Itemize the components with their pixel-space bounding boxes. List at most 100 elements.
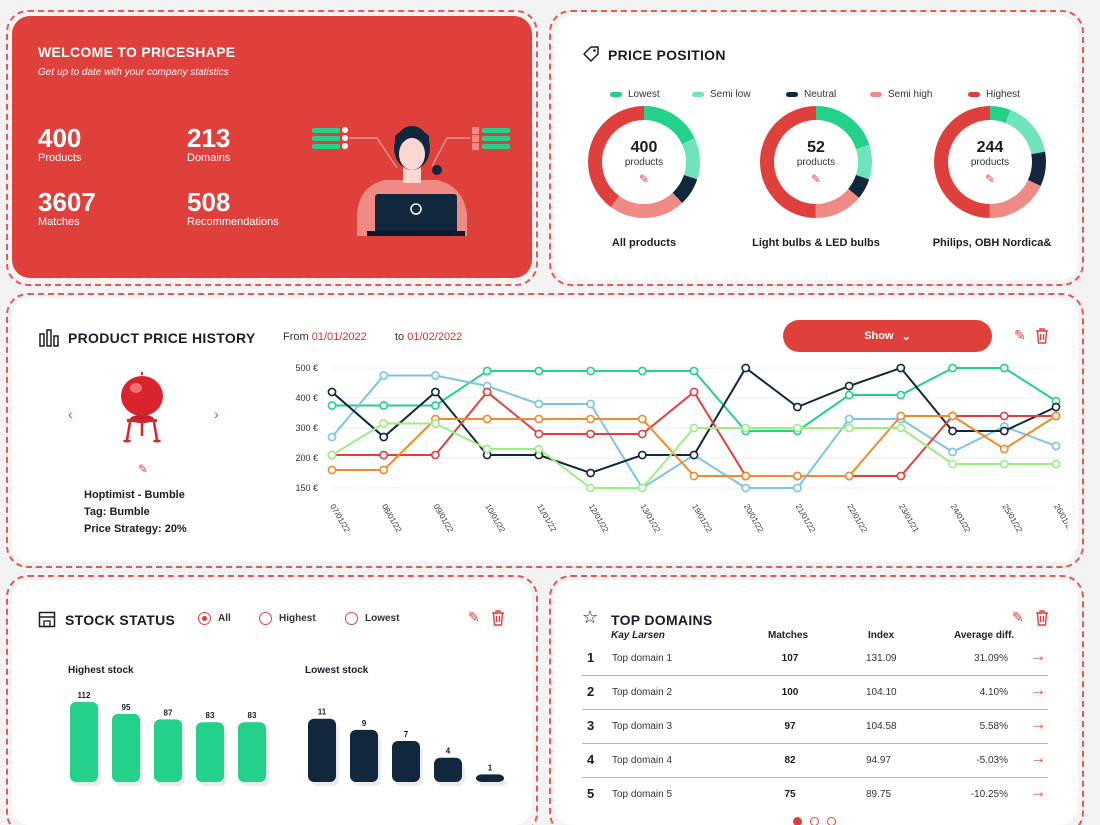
data-point-blue[interactable]: [793, 483, 802, 493]
data-point-lime[interactable]: [1051, 459, 1061, 469]
data-point-green[interactable]: [431, 401, 440, 410]
edit-product-icon[interactable]: ✎: [138, 462, 149, 476]
bar[interactable]: [350, 729, 378, 782]
data-point-blue[interactable]: [534, 399, 544, 409]
data-point-blue[interactable]: [1051, 441, 1061, 451]
data-point-lime[interactable]: [896, 423, 906, 433]
data-point-lime[interactable]: [637, 483, 647, 493]
filter-lowest-radio[interactable]: Lowest: [345, 612, 399, 625]
data-point-black[interactable]: [379, 432, 389, 442]
data-point-orange[interactable]: [534, 414, 544, 424]
data-point-black[interactable]: [637, 450, 647, 460]
data-point-orange[interactable]: [482, 414, 492, 424]
edit-icon[interactable]: ✎: [1012, 609, 1024, 625]
data-point-orange[interactable]: [999, 444, 1009, 454]
edit-icon[interactable]: ✎: [468, 609, 480, 625]
chevron-left-icon[interactable]: ‹: [68, 406, 73, 422]
page-dot[interactable]: [810, 817, 819, 825]
data-point-black[interactable]: [844, 381, 854, 391]
data-point-green[interactable]: [327, 401, 337, 410]
data-point-orange[interactable]: [844, 471, 854, 481]
data-point-black[interactable]: [741, 363, 751, 373]
data-point-green[interactable]: [999, 363, 1009, 373]
data-point-orange[interactable]: [793, 471, 802, 481]
data-point-green[interactable]: [896, 390, 906, 400]
filter-highest-radio[interactable]: Highest: [259, 612, 316, 625]
data-point-black[interactable]: [586, 468, 595, 478]
data-point-green[interactable]: [482, 366, 492, 376]
data-point-black[interactable]: [793, 402, 802, 412]
data-point-red[interactable]: [534, 429, 544, 439]
trash-icon[interactable]: [491, 610, 505, 626]
data-point-lime[interactable]: [431, 419, 440, 428]
data-point-lime[interactable]: [379, 419, 389, 428]
bar[interactable]: [476, 774, 504, 782]
arrow-right-icon[interactable]: →: [1030, 784, 1046, 801]
data-point-green[interactable]: [637, 366, 647, 376]
bar[interactable]: [70, 702, 98, 782]
filter-all-radio[interactable]: All: [198, 612, 231, 625]
data-point-blue[interactable]: [431, 371, 440, 380]
edit-icon[interactable]: ✎: [638, 172, 650, 186]
page-dot-active[interactable]: [793, 817, 802, 825]
data-point-green[interactable]: [689, 366, 699, 376]
bar[interactable]: [112, 713, 140, 782]
page-dot[interactable]: [827, 817, 836, 825]
data-point-green[interactable]: [844, 390, 854, 400]
data-point-black[interactable]: [948, 426, 957, 436]
data-point-orange[interactable]: [896, 411, 906, 421]
bar[interactable]: [154, 719, 182, 782]
data-point-orange[interactable]: [327, 465, 337, 475]
data-point-red[interactable]: [689, 387, 699, 397]
data-point-lime[interactable]: [948, 459, 957, 469]
to-date-filter[interactable]: to 01/02/2022: [395, 331, 462, 343]
data-point-red[interactable]: [999, 411, 1009, 421]
data-point-orange[interactable]: [586, 414, 595, 424]
arrow-right-icon[interactable]: →: [1030, 716, 1046, 733]
arrow-right-icon[interactable]: →: [1030, 750, 1046, 767]
data-point-blue[interactable]: [844, 414, 854, 424]
data-point-blue[interactable]: [327, 432, 337, 442]
from-date-filter[interactable]: From 01/01/2022: [283, 331, 367, 343]
arrow-right-icon[interactable]: →: [1030, 682, 1046, 699]
arrow-right-icon[interactable]: →: [1030, 648, 1046, 665]
data-point-orange[interactable]: [689, 471, 699, 481]
data-point-black[interactable]: [431, 387, 440, 397]
data-point-red[interactable]: [637, 429, 647, 439]
data-point-black[interactable]: [689, 450, 699, 460]
data-point-orange[interactable]: [1051, 411, 1061, 421]
data-point-orange[interactable]: [948, 411, 957, 421]
data-point-black[interactable]: [896, 363, 906, 373]
data-point-red[interactable]: [431, 450, 440, 460]
data-point-black[interactable]: [1051, 402, 1061, 412]
trash-icon[interactable]: [1035, 610, 1049, 626]
data-point-lime[interactable]: [741, 423, 751, 433]
data-point-green[interactable]: [534, 366, 544, 376]
data-point-green[interactable]: [379, 401, 389, 410]
data-point-orange[interactable]: [741, 471, 751, 481]
data-point-lime[interactable]: [327, 450, 337, 460]
data-point-lime[interactable]: [844, 423, 854, 433]
data-point-orange[interactable]: [379, 465, 389, 475]
trash-icon[interactable]: [1035, 328, 1049, 344]
data-point-green[interactable]: [586, 366, 595, 376]
data-point-lime[interactable]: [586, 483, 595, 493]
data-point-blue[interactable]: [741, 483, 751, 493]
data-point-blue[interactable]: [379, 371, 389, 380]
data-point-red[interactable]: [896, 471, 906, 481]
data-point-lime[interactable]: [793, 423, 802, 433]
edit-icon[interactable]: ✎: [1014, 327, 1026, 343]
data-point-black[interactable]: [327, 387, 337, 397]
from-date[interactable]: 01/01/2022: [311, 331, 367, 343]
data-point-red[interactable]: [586, 429, 595, 439]
data-point-black[interactable]: [999, 426, 1009, 436]
data-point-lime[interactable]: [482, 444, 492, 454]
to-date[interactable]: 01/02/2022: [407, 331, 463, 343]
chevron-right-icon[interactable]: ›: [214, 406, 219, 422]
data-point-lime[interactable]: [689, 423, 699, 433]
data-point-orange[interactable]: [637, 414, 647, 424]
data-point-blue[interactable]: [586, 399, 595, 409]
bar[interactable]: [308, 718, 336, 782]
bar[interactable]: [196, 722, 224, 782]
bar[interactable]: [238, 722, 266, 782]
